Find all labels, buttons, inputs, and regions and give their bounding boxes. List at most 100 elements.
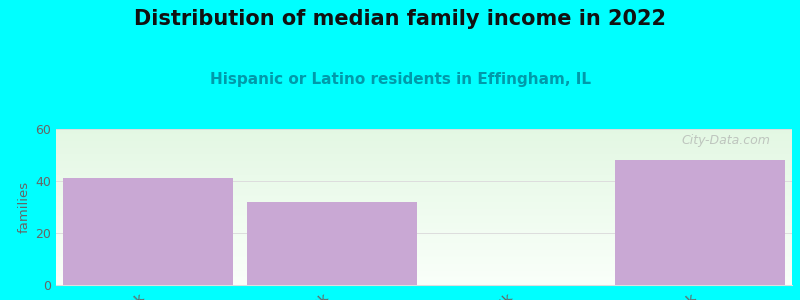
Bar	[56, 252, 792, 253]
Bar	[56, 226, 792, 227]
Bar	[56, 135, 792, 136]
Bar	[56, 284, 792, 285]
Bar	[56, 253, 792, 254]
Bar	[56, 165, 792, 166]
Bar	[56, 280, 792, 281]
Bar	[56, 242, 792, 243]
Bar	[56, 228, 792, 229]
Bar	[56, 176, 792, 177]
Bar	[56, 181, 792, 182]
Bar	[56, 156, 792, 157]
Bar	[56, 130, 792, 131]
Bar	[56, 207, 792, 208]
Bar	[56, 160, 792, 161]
Bar	[56, 147, 792, 148]
Bar	[56, 227, 792, 228]
Bar	[56, 244, 792, 245]
Bar	[56, 243, 792, 244]
Bar	[56, 196, 792, 197]
Bar	[56, 224, 792, 225]
Bar	[56, 208, 792, 209]
Bar	[56, 219, 792, 220]
Bar	[56, 276, 792, 277]
Bar	[56, 138, 792, 139]
Bar	[56, 159, 792, 160]
Bar	[56, 277, 792, 278]
Bar	[56, 203, 792, 204]
Bar	[56, 263, 792, 264]
Bar	[56, 152, 792, 153]
Bar	[56, 256, 792, 257]
Bar	[56, 213, 792, 214]
Bar	[56, 131, 792, 132]
Bar	[56, 194, 792, 195]
Bar	[56, 133, 792, 134]
Bar	[56, 273, 792, 274]
Bar	[56, 257, 792, 258]
Bar	[56, 173, 792, 174]
Bar	[56, 237, 792, 238]
Bar	[56, 270, 792, 271]
Bar	[56, 158, 792, 159]
Bar	[56, 136, 792, 137]
Bar	[56, 177, 792, 178]
Bar	[56, 250, 792, 251]
Bar	[56, 225, 792, 226]
Bar	[56, 271, 792, 272]
Bar	[56, 267, 792, 268]
Bar	[56, 170, 792, 171]
Bar	[56, 261, 792, 262]
Bar	[56, 162, 792, 163]
Bar	[56, 266, 792, 267]
Text: Hispanic or Latino residents in Effingham, IL: Hispanic or Latino residents in Effingha…	[210, 72, 590, 87]
Bar	[56, 216, 792, 217]
Bar	[56, 282, 792, 283]
Bar	[615, 160, 785, 285]
Bar	[56, 140, 792, 141]
Bar	[56, 232, 792, 233]
Bar	[56, 169, 792, 170]
Bar	[56, 184, 792, 185]
Bar	[56, 217, 792, 218]
Bar	[56, 264, 792, 265]
Bar	[56, 132, 792, 133]
Bar	[56, 191, 792, 192]
Text: City-Data.com: City-Data.com	[681, 134, 770, 147]
Bar	[56, 274, 792, 275]
Bar	[56, 144, 792, 145]
Bar	[56, 202, 792, 203]
Bar	[56, 188, 792, 189]
Bar	[56, 238, 792, 239]
Bar	[56, 260, 792, 261]
Bar	[56, 193, 792, 194]
Bar	[56, 142, 792, 143]
Bar	[63, 178, 233, 285]
Bar	[56, 246, 792, 247]
Bar	[56, 185, 792, 186]
Bar	[56, 141, 792, 142]
Bar	[56, 161, 792, 162]
Bar	[56, 254, 792, 255]
Bar	[56, 139, 792, 140]
Bar	[56, 143, 792, 144]
Bar	[56, 218, 792, 219]
Bar	[56, 129, 792, 130]
Bar	[56, 258, 792, 259]
Bar	[56, 206, 792, 207]
Bar	[56, 172, 792, 173]
Bar	[56, 259, 792, 260]
Bar	[56, 220, 792, 221]
Bar	[56, 174, 792, 175]
Bar	[56, 278, 792, 279]
Y-axis label: families: families	[18, 181, 31, 233]
Bar	[56, 214, 792, 215]
Bar	[56, 249, 792, 250]
Bar	[56, 179, 792, 180]
Bar	[56, 199, 792, 200]
Bar	[56, 149, 792, 150]
Bar	[56, 192, 792, 193]
Bar	[56, 197, 792, 198]
Bar	[56, 240, 792, 241]
Bar	[56, 195, 792, 196]
Bar	[56, 180, 792, 181]
